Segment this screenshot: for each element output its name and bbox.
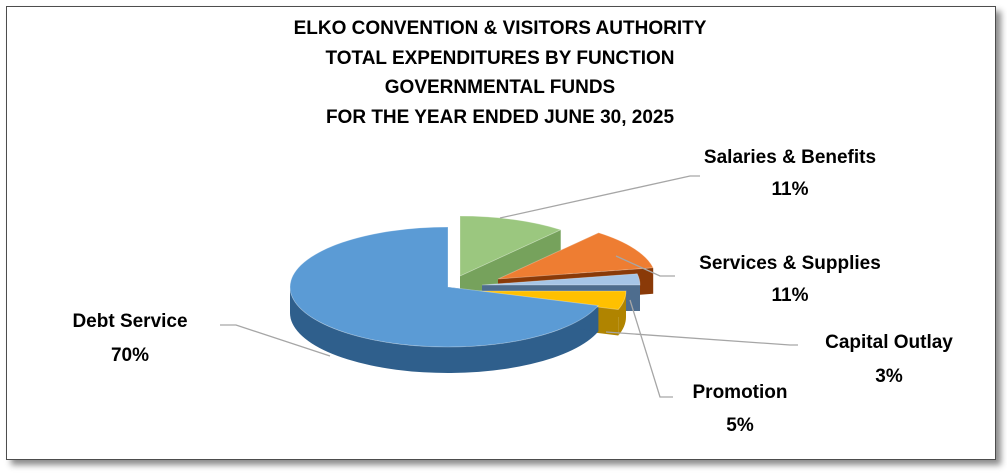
slice-percent-label: 5%: [726, 415, 754, 436]
slice-label: Promotion: [693, 382, 788, 403]
leader-line: [629, 299, 673, 398]
leader-line: [615, 255, 675, 277]
slice-label: Salaries & Benefits: [704, 147, 876, 168]
leader-line: [605, 331, 798, 346]
leader-line: [220, 324, 331, 357]
leader-line: [499, 175, 700, 219]
title-line-2: TOTAL EXPENDITURES BY FUNCTION: [325, 47, 675, 69]
pie-slice-debt-service: [289, 226, 600, 348]
pie-slice-capital-outlay: [481, 273, 641, 286]
pie-slice-face: [460, 229, 561, 302]
pie-slice-salaries-benefits: [459, 215, 562, 277]
slice-percent-label: 11%: [772, 285, 809, 306]
title-line-4: FOR THE YEAR ENDED JUNE 30, 2025: [325, 106, 675, 128]
pie-slice-services-supplies: [497, 232, 654, 280]
chart-title: ELKO CONVENTION & VISITORS AUTHORITY TOT…: [0, 14, 1000, 132]
slice-label: Debt Service: [72, 311, 187, 332]
slice-label: Services & Supplies: [699, 253, 881, 274]
slice-label: Capital Outlay: [825, 332, 953, 353]
title-line-1: ELKO CONVENTION & VISITORS AUTHORITY: [293, 18, 707, 39]
slice-percent-label: 3%: [875, 366, 903, 387]
title-line-3: GOVERNMENTAL FUNDS: [384, 77, 616, 98]
pie-slice-side: [290, 287, 599, 374]
slice-percent-label: 70%: [111, 345, 149, 366]
slice-percent-label: 11%: [772, 179, 809, 200]
